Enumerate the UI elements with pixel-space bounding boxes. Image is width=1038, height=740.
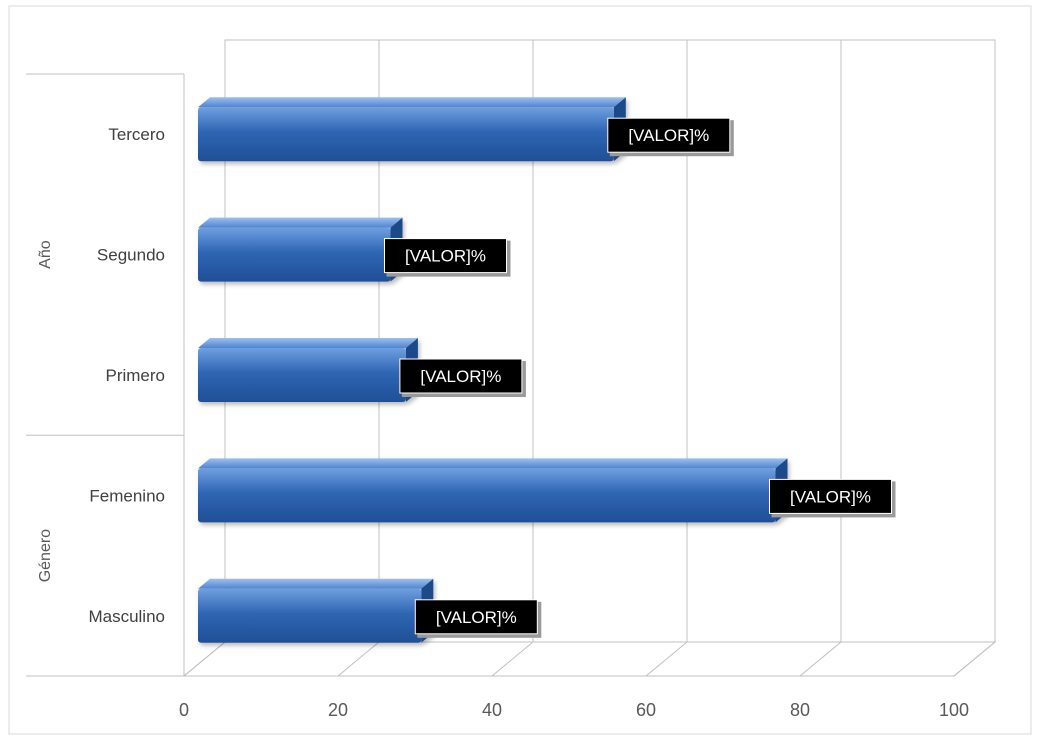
bar-front-face bbox=[198, 227, 391, 282]
floor-gridline bbox=[337, 641, 380, 677]
data-label-text: [VALOR]% bbox=[420, 367, 501, 386]
bar-top-face bbox=[198, 217, 403, 228]
bar bbox=[198, 578, 434, 643]
bar bbox=[198, 97, 626, 162]
category-label: Masculino bbox=[88, 607, 165, 626]
data-label-box bbox=[414, 599, 538, 635]
category-label: Tercero bbox=[108, 125, 165, 144]
bar bbox=[198, 217, 403, 282]
floor-gridline bbox=[799, 641, 842, 677]
category-label: Segundo bbox=[97, 246, 165, 265]
data-label-box bbox=[607, 117, 731, 153]
bar-top-face bbox=[198, 578, 434, 589]
floor-gridline bbox=[491, 641, 534, 677]
data-label-box bbox=[399, 358, 523, 394]
data-label: [VALOR]% bbox=[769, 478, 896, 518]
x-tick-label: 0 bbox=[179, 700, 189, 720]
bar-top-face bbox=[198, 458, 788, 469]
bar-front-face bbox=[198, 348, 406, 402]
bar bbox=[198, 458, 788, 523]
data-label-text: [VALOR]% bbox=[405, 247, 486, 266]
floor-gridline bbox=[183, 641, 226, 677]
bar-top-face bbox=[198, 97, 626, 108]
x-tick-label: 100 bbox=[939, 700, 969, 720]
bar-top-face bbox=[198, 338, 418, 348]
x-tick-label: 80 bbox=[790, 700, 810, 720]
bar-front-face bbox=[198, 468, 776, 523]
category-label: Primero bbox=[105, 366, 165, 385]
data-label-text: [VALOR]% bbox=[790, 487, 871, 506]
data-label: [VALOR]% bbox=[414, 599, 542, 638]
data-label-box bbox=[769, 478, 892, 514]
floor-gridline bbox=[645, 641, 688, 677]
data-label-text: [VALOR]% bbox=[628, 126, 709, 145]
floor bbox=[182, 641, 997, 677]
x-tick-label: 20 bbox=[328, 700, 348, 720]
group-label: Año bbox=[37, 240, 54, 269]
x-tick-label: 60 bbox=[636, 700, 656, 720]
group-label: Género bbox=[37, 529, 54, 582]
bar-front-face bbox=[198, 107, 614, 162]
data-label-text: [VALOR]% bbox=[436, 608, 517, 627]
chart-border bbox=[8, 5, 1032, 735]
bar bbox=[198, 338, 418, 402]
data-label: [VALOR]% bbox=[399, 358, 526, 397]
category-label: Femenino bbox=[89, 486, 165, 505]
bar-front-face bbox=[198, 588, 422, 643]
data-label-box bbox=[384, 238, 507, 274]
data-label: [VALOR]% bbox=[384, 238, 511, 277]
data-label: [VALOR]% bbox=[607, 117, 734, 157]
floor-gridline bbox=[953, 641, 996, 677]
x-tick-label: 40 bbox=[482, 700, 502, 720]
